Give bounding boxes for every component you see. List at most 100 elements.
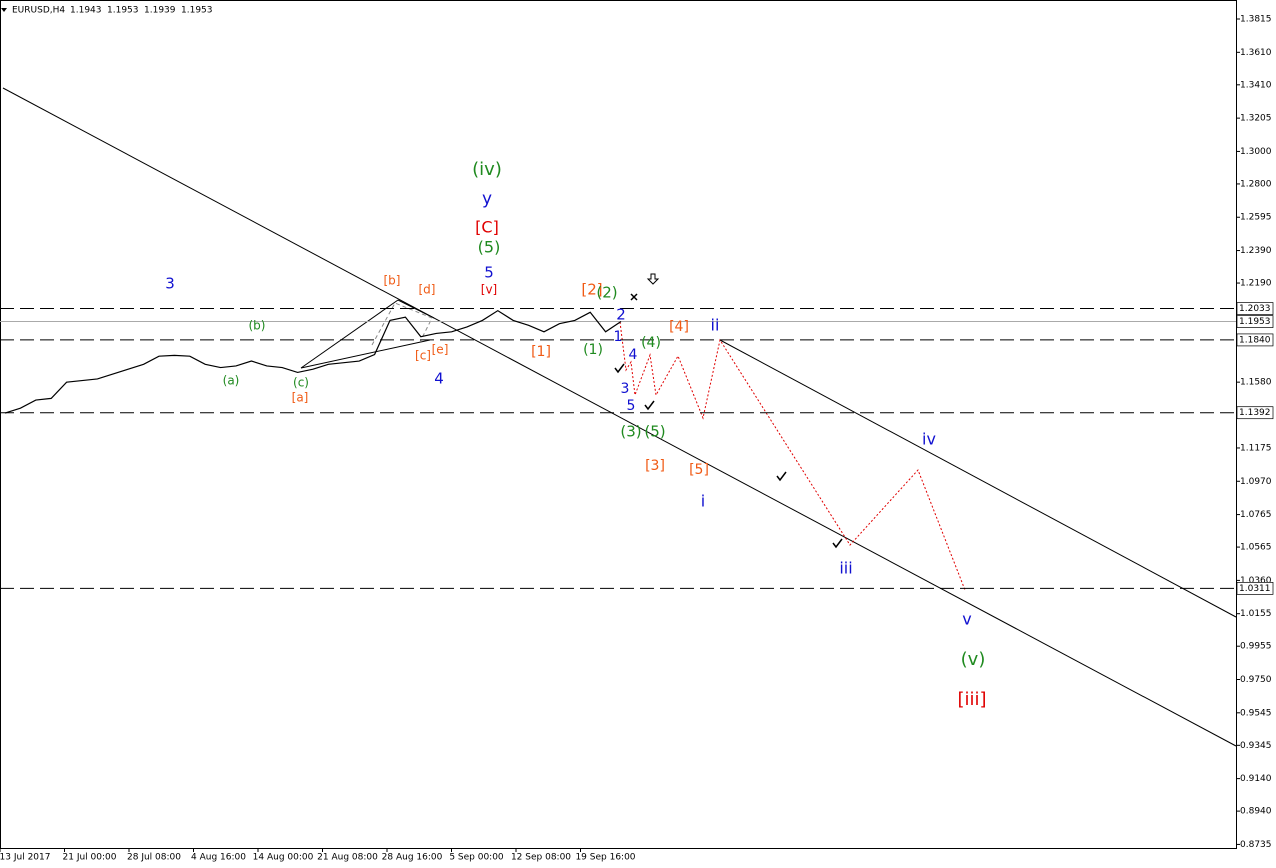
y-tick-label: 1.0970 (1240, 477, 1272, 487)
wave-label: (iv) (472, 159, 502, 180)
wave-label: (2) (596, 284, 617, 302)
y-tick-label: 1.0765 (1240, 510, 1272, 520)
y-tick-label: 0.8735 (1240, 840, 1272, 850)
y-tick-label: 0.9955 (1240, 642, 1272, 652)
wave-label: (4) (641, 335, 661, 351)
level-label-box (1236, 302, 1274, 315)
y-tick-label: 0.9345 (1240, 741, 1272, 751)
y-tick-label: 1.0565 (1240, 543, 1272, 553)
y-tick-label: 1.0155 (1240, 609, 1272, 619)
level-label-box (1236, 315, 1274, 328)
check-icon (832, 538, 843, 549)
wave-label: iv (922, 430, 936, 449)
x-tick-label: 19 Sep 16:00 (575, 853, 635, 863)
trend-lines (2, 87, 1237, 747)
wave-label: 3 (165, 275, 175, 293)
wave-label: [d] (419, 283, 436, 297)
wave-label: [iii] (957, 689, 986, 710)
y-tick-label: 1.3205 (1240, 114, 1272, 124)
check-icon (644, 400, 655, 411)
trend-line (2, 87, 1237, 747)
y-tick-label: 0.9140 (1240, 774, 1272, 784)
wave-label: 3 (621, 381, 630, 397)
triangle-line (300, 339, 431, 369)
icons (614, 273, 843, 549)
wave-label: (1) (583, 342, 603, 358)
wave-label: y (482, 189, 492, 209)
wave-label: (5) (478, 238, 501, 257)
projection-path (619, 321, 966, 591)
x-tick-label: 12 Sep 08:00 (511, 853, 571, 863)
y-tick-label: 1.1580 (1240, 378, 1272, 388)
ohlc-header: 1.1943 1.1953 1.1939 1.1953 (70, 6, 213, 16)
y-tick-label: 0.9750 (1240, 675, 1272, 685)
wave-label: (b) (249, 319, 266, 333)
level-label: 1.1953 (1239, 317, 1271, 327)
x-tick-label: 4 Aug 16:00 (191, 853, 246, 863)
menu-arrow (1, 8, 7, 12)
wave-label: (v) (961, 649, 986, 670)
ohlc-value: 1.1943 (70, 6, 102, 16)
trend-line (719, 339, 1237, 618)
symbol: EURUSD,H4 (12, 6, 65, 16)
level-label-box (1236, 582, 1274, 595)
wave-label: [a] (292, 391, 309, 405)
level-label: 1.1392 (1239, 408, 1271, 418)
y-tick-label: 1.1175 (1240, 443, 1272, 453)
x-tick-label: 13 Jul 2017 (0, 853, 50, 863)
wave-label: iii (839, 559, 852, 578)
y-tick-label: 1.2800 (1240, 179, 1272, 189)
y-tick-label: 0.8940 (1240, 807, 1272, 817)
wave-label: [c] (415, 349, 431, 363)
wave-label: [4] (669, 319, 689, 335)
check-icon (776, 471, 787, 482)
y-tick-label: 1.2390 (1240, 246, 1272, 256)
ohlc-value: 1.1953 (181, 6, 213, 16)
x-tick-label: 21 Aug 08:00 (317, 853, 378, 863)
x-tick-label: 5 Sep 00:00 (449, 853, 504, 863)
wave-label: 4 (629, 347, 638, 363)
level-label: 1.1840 (1239, 335, 1271, 345)
arrow-icon (646, 273, 660, 285)
wave-label: [1] (531, 344, 551, 360)
wave-label: (5) (644, 423, 665, 441)
y-tick-label: 1.3000 (1240, 147, 1272, 157)
wave-label: [C] (475, 218, 499, 237)
wave-label: 5 (484, 264, 494, 282)
x-tick-label: 14 Aug 00:00 (253, 853, 314, 863)
x-tick-label: 28 Aug 16:00 (382, 853, 443, 863)
y-tick-label: 1.2190 (1240, 279, 1272, 289)
wave-label: ii (711, 316, 720, 335)
wave-label: (3) (620, 423, 641, 441)
y-tick-label: 1.0360 (1240, 576, 1272, 586)
level-label-box (1236, 406, 1274, 420)
triangle-line (397, 299, 435, 319)
x-tick-label: 21 Jul 00:00 (63, 853, 117, 863)
wave-label: (a) (223, 374, 240, 388)
ohlc-value: 1.1953 (107, 6, 139, 16)
triangle-outline (371, 302, 433, 346)
plot-frame (0, 0, 1237, 849)
wave-label: (c) (293, 376, 309, 390)
wave-label: 5 (627, 398, 636, 414)
triangle-line (300, 299, 399, 369)
level-label: 1.2033 (1239, 304, 1271, 314)
y-tick-label: 1.3815 (1240, 15, 1272, 25)
level-label-box (1236, 333, 1274, 347)
wave-label: [3] (645, 458, 665, 474)
x-tick-label: 28 Jul 08:00 (127, 853, 181, 863)
y-tick-label: 0.9545 (1240, 708, 1272, 718)
y-tick-label: 1.3610 (1240, 48, 1272, 58)
wave-label: [e] (432, 343, 449, 357)
ohlc-value: 1.1939 (144, 6, 176, 16)
wave-label: 1 (614, 329, 623, 345)
y-tick-label: 1.3410 (1240, 80, 1272, 90)
price-line (4, 309, 622, 414)
wave-label: 2 (616, 306, 626, 324)
y-tick-label: 1.2595 (1240, 213, 1272, 223)
wave-label: i (701, 492, 705, 511)
wave-label: [b] (384, 274, 401, 288)
check-icon (614, 363, 625, 374)
wave-label: [5] (689, 462, 709, 478)
level-label: 1.0311 (1239, 584, 1271, 594)
